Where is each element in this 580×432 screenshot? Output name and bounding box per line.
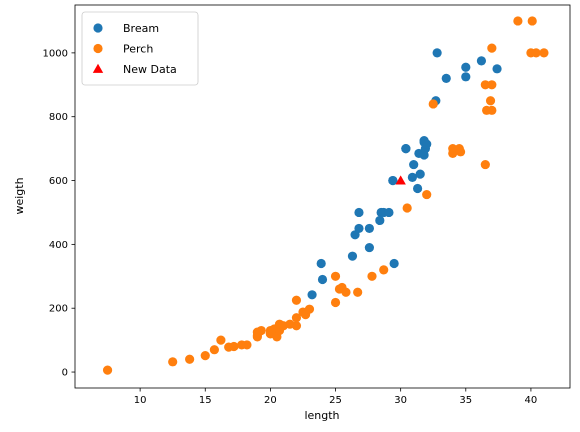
data-point [409, 159, 419, 170]
data-point [354, 223, 364, 234]
data-point [291, 295, 302, 305]
legend: Bream Perch New Data [81, 11, 199, 86]
data-point [402, 203, 412, 213]
x-tick-label: 35 [459, 395, 472, 406]
data-point [428, 99, 438, 109]
data-point [364, 223, 374, 234]
legend-marker [92, 63, 104, 73]
data-point [304, 304, 315, 314]
series-bream [307, 48, 502, 300]
data-point [461, 72, 471, 82]
data-point [364, 242, 374, 253]
x-tick-label: 25 [329, 395, 342, 406]
data-point [422, 189, 432, 200]
data-point [330, 297, 341, 308]
x-tick-label: 20 [264, 395, 277, 406]
data-point [316, 258, 326, 269]
y-tick-label: 200 [49, 304, 68, 315]
data-point [341, 287, 351, 297]
data-point [527, 16, 537, 26]
series-perch [102, 16, 549, 375]
x-tick-label: 10 [134, 395, 147, 406]
data-point [353, 287, 363, 297]
plot-area [102, 16, 549, 375]
data-point [367, 271, 377, 281]
data-point [476, 56, 487, 66]
y-tick-label: 600 [49, 176, 68, 187]
y-tick-label: 400 [49, 240, 68, 251]
data-point [379, 265, 389, 275]
data-point [291, 321, 302, 331]
data-point [317, 274, 328, 285]
data-point [395, 175, 406, 185]
legend-box [81, 11, 199, 86]
data-point [487, 43, 497, 53]
data-point [441, 73, 451, 84]
data-point [330, 271, 341, 281]
x-axis: 10 15 20 25 30 35 40 [134, 388, 538, 406]
legend-entry-label: Perch [123, 43, 153, 56]
data-point [448, 144, 458, 154]
data-point [432, 48, 442, 58]
data-point [480, 80, 490, 90]
data-point [492, 64, 502, 74]
x-tick-label: 30 [394, 395, 407, 406]
data-point [388, 175, 398, 186]
data-point [242, 340, 252, 350]
legend-entry-label: New Data [123, 63, 177, 76]
data-point [389, 258, 399, 269]
data-point [485, 96, 496, 106]
y-axis-label: weigth [13, 177, 26, 214]
legend-entry-label: Bream [123, 22, 159, 35]
data-point [487, 80, 497, 90]
data-point [216, 335, 226, 345]
data-point [407, 172, 417, 182]
data-point [354, 207, 364, 218]
data-point [291, 313, 302, 323]
data-point [209, 345, 219, 355]
data-point [487, 105, 497, 115]
data-point [531, 48, 541, 58]
data-point [307, 290, 317, 300]
data-point [539, 48, 549, 58]
legend-marker [93, 43, 103, 54]
x-tick-label: 15 [199, 395, 212, 406]
axes-frame [74, 4, 571, 389]
y-axis: 0 200 400 600 800 1000 [43, 48, 75, 379]
x-tick-label: 40 [525, 395, 538, 406]
data-point [384, 207, 394, 218]
data-point [185, 354, 195, 364]
data-point [480, 159, 490, 170]
legend-marker [93, 23, 103, 33]
y-tick-label: 1000 [43, 48, 68, 59]
data-point [102, 365, 113, 375]
series-new-data [395, 175, 406, 185]
y-tick-label: 0 [62, 368, 68, 379]
data-point [412, 183, 423, 194]
data-point [415, 169, 425, 179]
data-point [401, 144, 411, 154]
data-point [256, 325, 266, 336]
data-point [461, 62, 471, 72]
data-point [168, 357, 178, 367]
x-axis-label: length [304, 409, 339, 422]
data-point [200, 351, 210, 361]
data-point [455, 147, 466, 157]
y-tick-label: 800 [49, 112, 68, 123]
data-point [229, 341, 239, 352]
data-point [422, 139, 432, 149]
data-point [513, 16, 523, 26]
data-point [375, 215, 385, 226]
data-point [347, 251, 358, 261]
